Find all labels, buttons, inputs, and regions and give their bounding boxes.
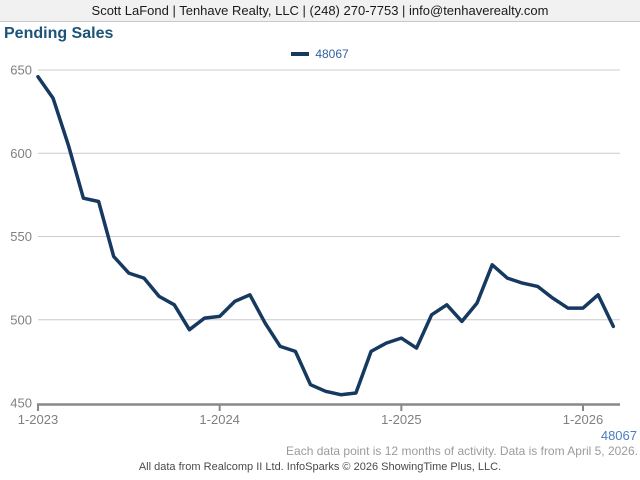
series-tag-bottom-right: 48067	[600, 428, 637, 443]
data-note: Each data point is 12 months of activity…	[286, 444, 638, 458]
contact-info: Scott LaFond | Tenhave Realty, LLC | (24…	[91, 3, 549, 18]
y-axis-label: 650	[10, 63, 32, 78]
x-axis-label: 1-2023	[18, 412, 58, 427]
series-line	[36, 74, 616, 397]
page-title: Pending Sales	[4, 25, 114, 42]
y-axis-label: 450	[10, 396, 32, 411]
attribution-line: All data from Realcomp II Ltd. InfoSpark…	[138, 461, 502, 473]
chart-legend: 48067	[0, 46, 640, 61]
series-legend-label: 48067	[315, 46, 349, 61]
y-axis-label: 550	[10, 229, 32, 244]
y-axis-label: 500	[10, 312, 32, 327]
x-axis-label: 1-2026	[563, 412, 603, 427]
y-axis-label: 600	[10, 146, 32, 161]
x-axis-label: 1-2024	[199, 412, 239, 427]
header-bar: Scott LaFond | Tenhave Realty, LLC | (24…	[0, 0, 640, 22]
x-axis-label: 1-2025	[381, 412, 421, 427]
series-line-swatch	[291, 51, 310, 56]
